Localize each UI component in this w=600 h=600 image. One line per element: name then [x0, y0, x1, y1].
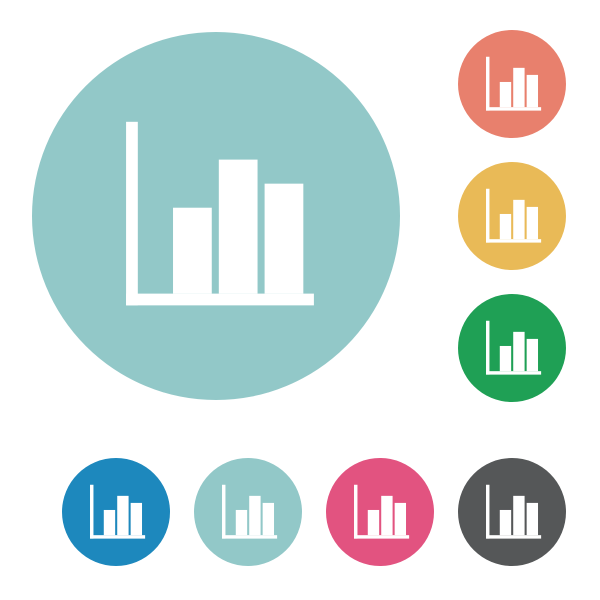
bar-chart-icon — [109, 109, 322, 322]
bar-chart-icon — [481, 317, 544, 380]
bar-chart-icon — [481, 53, 544, 116]
icon-circle-small-coral — [458, 30, 566, 138]
icon-circle-small-green — [458, 294, 566, 402]
icon-circle-large-teal — [32, 32, 400, 400]
icon-circle-small-grey — [458, 458, 566, 566]
icon-circle-small-mustard — [458, 162, 566, 270]
bar-chart-icon — [349, 481, 412, 544]
bar-chart-icon — [85, 481, 148, 544]
icon-circle-small-blue — [62, 458, 170, 566]
icon-circle-small-teal2 — [194, 458, 302, 566]
icon-circle-small-pink — [326, 458, 434, 566]
bar-chart-icon — [481, 481, 544, 544]
bar-chart-icon — [481, 185, 544, 248]
bar-chart-icon — [217, 481, 280, 544]
